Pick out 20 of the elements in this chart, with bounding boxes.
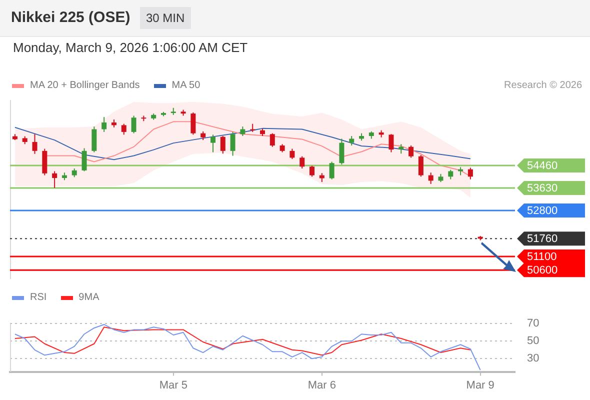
chart-subtitle: Monday, March 9, 2026 1:06:00 AM CET bbox=[13, 40, 248, 55]
x-tick-label: Mar 9 bbox=[466, 379, 494, 392]
legend-label: RSI bbox=[30, 292, 47, 303]
legend-label: MA 20 + Bollinger Bands bbox=[30, 80, 140, 91]
y-tick-label: 30 bbox=[527, 352, 540, 365]
ref-line-label: 50600 bbox=[527, 264, 558, 277]
chart-title: Nikkei 225 (OSE) bbox=[11, 9, 130, 26]
y-tick-label: 50 bbox=[527, 335, 540, 348]
ref-line-label: 54460 bbox=[527, 160, 558, 172]
text: Research © 2026 bbox=[504, 80, 582, 91]
ref-line-label: 51760 bbox=[527, 233, 558, 246]
ref-line-label: 53630 bbox=[527, 182, 558, 195]
x-tick-label: Mar 5 bbox=[159, 379, 188, 392]
legend-label: MA 50 bbox=[172, 80, 200, 91]
legend-label: 9MA bbox=[78, 292, 100, 303]
text: 30 MIN bbox=[140, 7, 191, 29]
y-tick-label: 70 bbox=[527, 318, 540, 330]
ref-line-label: 52800 bbox=[527, 205, 558, 218]
x-tick-label: Mar 6 bbox=[308, 379, 336, 392]
ref-line-label: 51100 bbox=[527, 251, 557, 264]
